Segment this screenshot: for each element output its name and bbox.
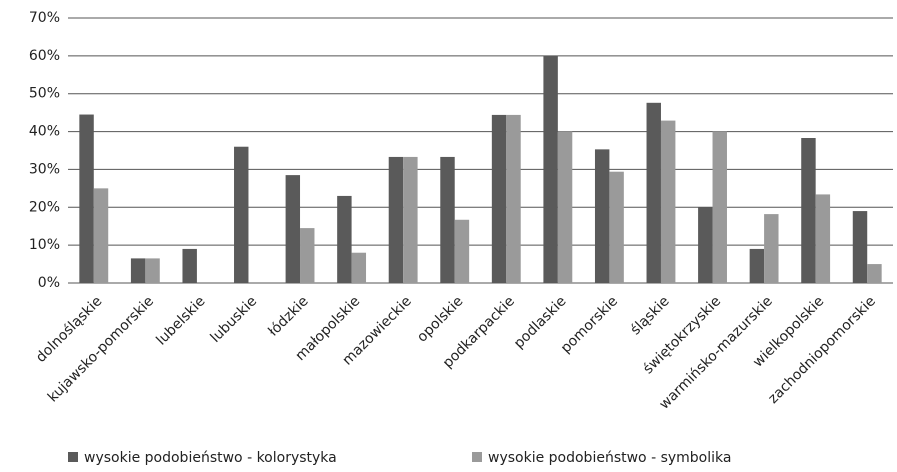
bar — [506, 114, 521, 284]
legend-label: wysokie podobieństwo - kolorystyka — [84, 450, 337, 466]
bar — [337, 195, 352, 283]
bar — [234, 146, 249, 283]
bar — [285, 175, 301, 283]
x-tick-label: zachodniopomorskie — [765, 293, 879, 407]
bar — [543, 55, 558, 283]
x-tick-label: lubuskie — [207, 293, 260, 346]
bar — [594, 149, 610, 283]
legend-swatch — [472, 452, 482, 462]
bar — [698, 207, 713, 283]
bar — [491, 114, 507, 284]
bar — [388, 156, 404, 283]
bar — [300, 228, 315, 283]
bar — [815, 194, 831, 283]
legend-label: wysokie podobieństwo - symbolika — [488, 450, 731, 466]
y-tick-label: 60% — [29, 48, 60, 64]
x-tick-label: kujawsko-pomorskie — [45, 293, 157, 405]
x-tick-label: opolskie — [414, 293, 466, 345]
x-tick-label: śląskie — [628, 293, 673, 338]
bar — [130, 258, 146, 283]
bar — [440, 156, 455, 283]
y-tick-label: 40% — [29, 124, 60, 140]
x-tick-label: łódzkie — [265, 293, 311, 339]
bar — [646, 102, 661, 283]
bar — [93, 188, 109, 283]
y-tick-label: 70% — [29, 10, 60, 26]
bar — [712, 131, 727, 283]
bar — [145, 258, 160, 283]
bar — [660, 120, 676, 283]
bar — [79, 114, 94, 284]
y-tick-label: 30% — [29, 161, 60, 177]
bar — [182, 248, 197, 283]
bar — [749, 248, 765, 283]
legend-swatch — [68, 452, 78, 462]
y-tick-label: 0% — [38, 275, 60, 291]
y-tick-label: 20% — [29, 199, 60, 215]
bar — [609, 171, 624, 283]
bar — [454, 219, 470, 283]
bar — [403, 156, 418, 283]
bar — [852, 211, 868, 283]
bar — [801, 138, 816, 283]
bar — [867, 264, 882, 283]
bar — [764, 214, 779, 283]
bar — [351, 252, 367, 283]
y-tick-label: 50% — [29, 86, 60, 102]
x-tick-label: lubelskie — [153, 293, 208, 348]
y-tick-label: 10% — [29, 237, 60, 253]
bar — [557, 131, 573, 283]
